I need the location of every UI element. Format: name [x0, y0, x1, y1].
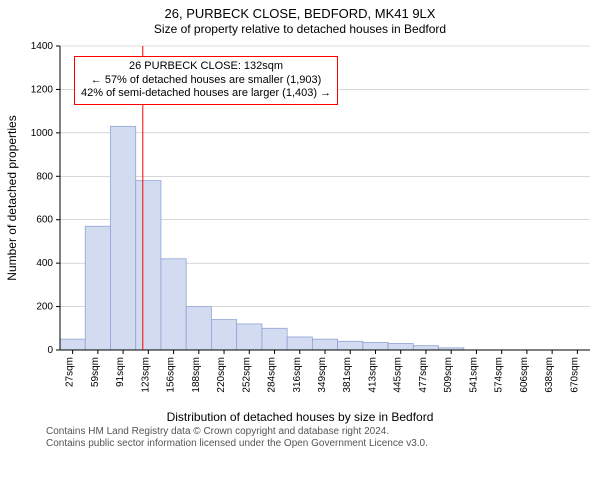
page-subtitle: Size of property relative to detached ho… [0, 22, 600, 38]
annotation-line-1: 26 PURBECK CLOSE: 132sqm [81, 60, 331, 74]
x-tick-label: 606sqm [519, 357, 530, 393]
bar [338, 341, 363, 350]
footer: Contains HM Land Registry data © Crown c… [0, 424, 600, 451]
x-tick-label: 220sqm [216, 357, 227, 393]
bar [136, 181, 161, 350]
x-tick-label: 27sqm [65, 357, 76, 387]
footer-line-2: Contains public sector information licen… [46, 438, 600, 451]
annotation-line-3: 42% of semi-detached houses are larger (… [81, 87, 331, 101]
y-tick-label: 600 [36, 215, 53, 226]
x-tick-label: 574sqm [494, 357, 505, 393]
x-tick-label: 252sqm [241, 357, 252, 393]
bar [186, 307, 211, 350]
y-tick-label: 1200 [31, 84, 54, 95]
bar [287, 337, 312, 350]
x-tick-label: 284sqm [267, 357, 278, 393]
x-tick-label: 670sqm [569, 357, 580, 393]
bar [363, 342, 388, 350]
x-tick-label: 541sqm [468, 357, 479, 393]
x-tick-label: 413sqm [367, 357, 378, 393]
chart-container: 0 200 400 600 800 1000 1200 1400 27sqm 59sqm 91sqm… [0, 38, 600, 408]
x-tick-label: 156sqm [166, 357, 177, 393]
annotation-line-2: ← 57% of detached houses are smaller (1,… [81, 74, 331, 88]
bar [85, 226, 110, 350]
bar [413, 346, 438, 350]
y-tick-label: 0 [47, 345, 53, 356]
bar [388, 343, 413, 350]
annotation-box: 26 PURBECK CLOSE: 132sqm ← 57% of detach… [74, 56, 338, 105]
y-axis-label: Number of detached properties [5, 115, 19, 280]
page-title: 26, PURBECK CLOSE, BEDFORD, MK41 9LX [0, 0, 600, 22]
x-tick-label: 445sqm [393, 357, 404, 393]
x-tick-label: 638sqm [544, 357, 555, 393]
bar [262, 328, 287, 350]
footer-line-1: Contains HM Land Registry data © Crown c… [46, 426, 600, 439]
x-tick-label: 477sqm [418, 357, 429, 393]
x-tick-label: 316sqm [292, 357, 303, 393]
x-tick-label: 123sqm [140, 357, 151, 393]
y-tick-label: 400 [36, 258, 53, 269]
bar [312, 339, 337, 350]
x-axis-label: Distribution of detached houses by size … [0, 408, 600, 424]
x-tick-label: 349sqm [317, 357, 328, 393]
x-tick-label: 188sqm [191, 357, 202, 393]
x-tick-label: 509sqm [443, 357, 454, 393]
y-tick-label: 1400 [31, 41, 54, 52]
bar [211, 320, 236, 350]
x-tick-label: 381sqm [342, 357, 353, 393]
bar [60, 339, 85, 350]
bar [237, 324, 262, 350]
bar [161, 259, 186, 350]
y-tick-label: 800 [36, 171, 53, 182]
x-tick-label: 59sqm [90, 357, 101, 387]
bar [110, 126, 135, 350]
y-tick-label: 200 [36, 302, 53, 313]
y-tick-label: 1000 [31, 128, 54, 139]
x-tick-label: 91sqm [115, 357, 126, 387]
